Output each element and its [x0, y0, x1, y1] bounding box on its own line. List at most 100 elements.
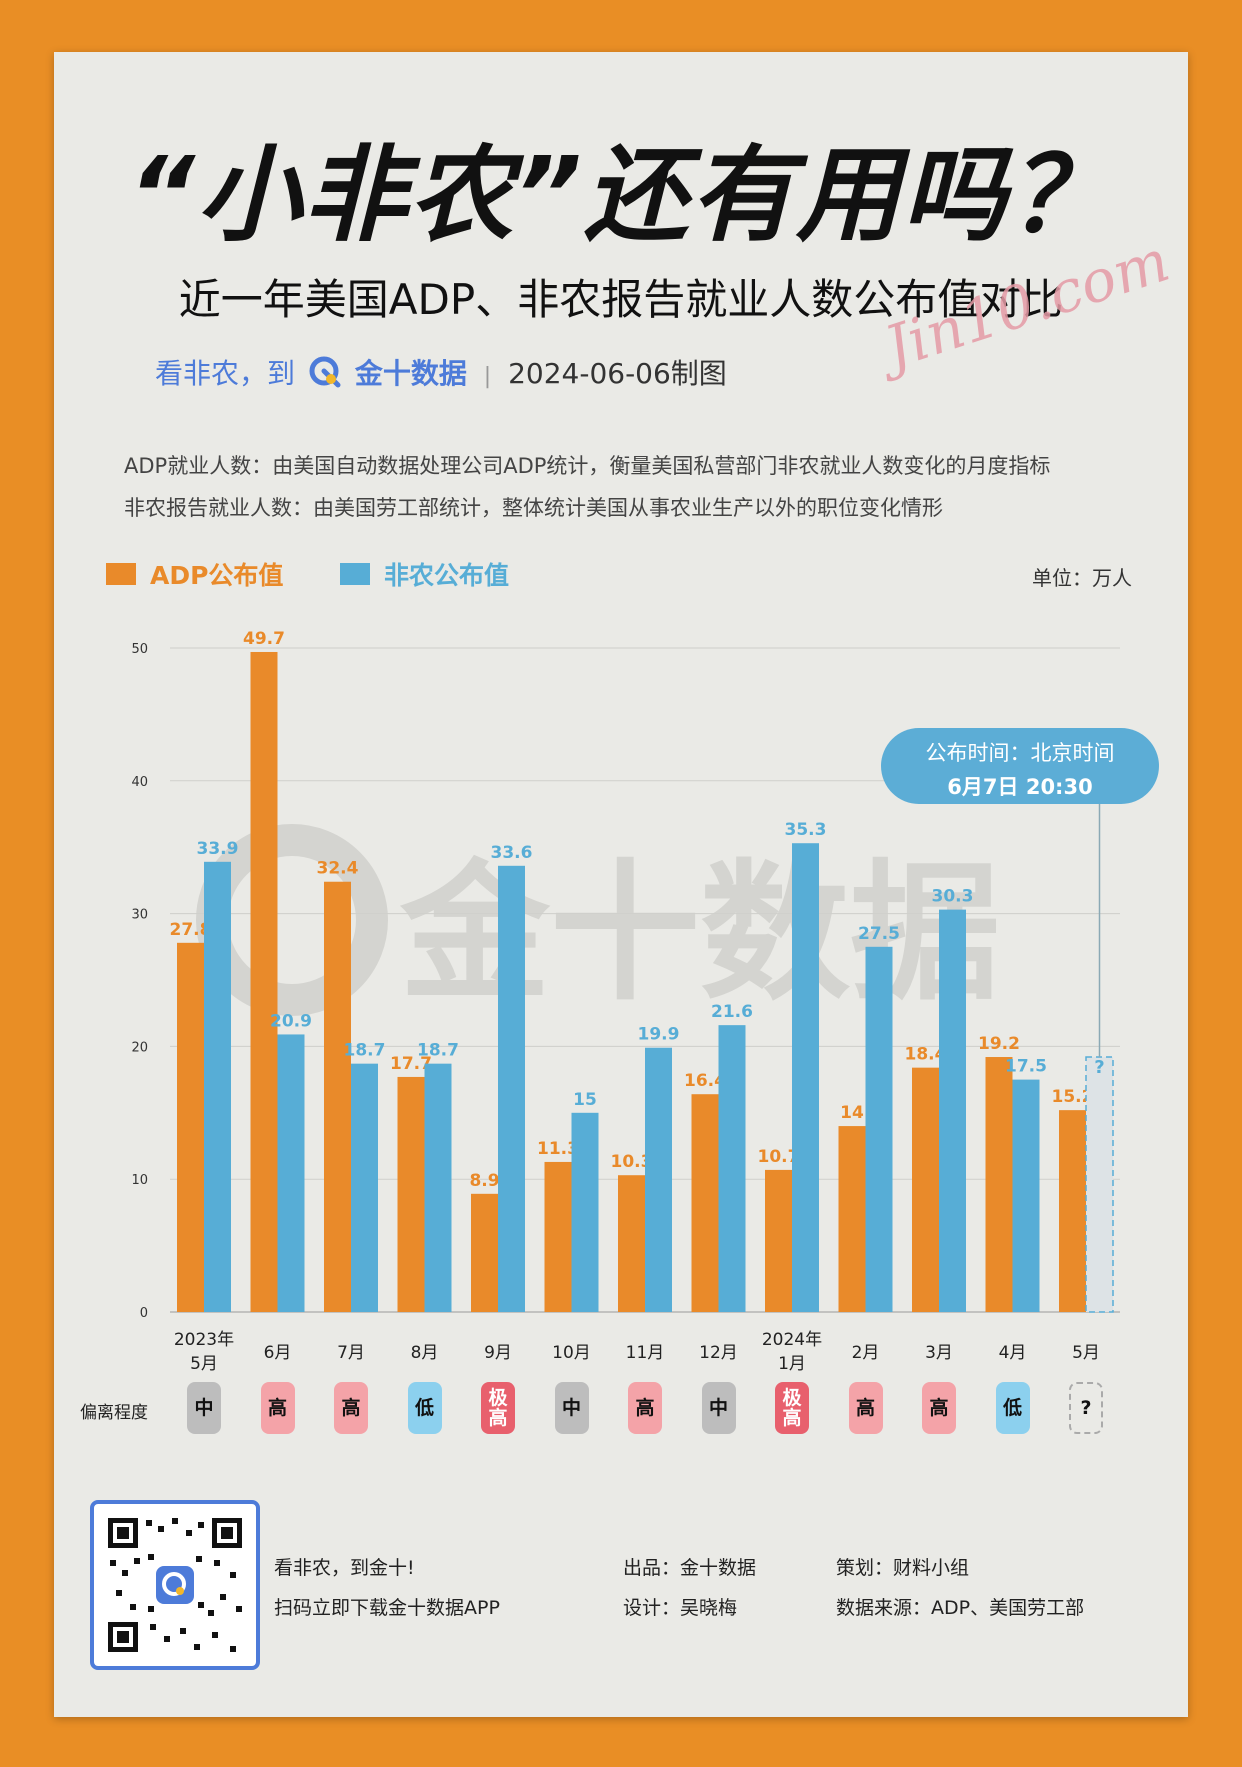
bar-nfp — [498, 865, 525, 1312]
unit-label: 单位：万人 — [1032, 566, 1132, 590]
bar-nfp — [718, 1025, 746, 1312]
brand-name: 金十数据 — [354, 357, 467, 390]
bar-adp — [177, 942, 204, 1312]
bar-nfp — [645, 1047, 672, 1312]
data-label-nfp: 18.7 — [417, 1041, 459, 1061]
bar-adp — [397, 1076, 425, 1312]
watermark-text: 金十数据 — [399, 847, 1000, 1021]
bar-adp — [1059, 1110, 1086, 1312]
bar-adp — [250, 651, 278, 1312]
data-label-adp: 14 — [840, 1103, 864, 1123]
bar-adp — [691, 1094, 719, 1312]
brand-logo-icon — [308, 355, 342, 396]
y-tick-label: 20 — [131, 1040, 148, 1055]
bar-adp — [618, 1175, 645, 1312]
x-tick-label: 10月 — [552, 1343, 591, 1363]
footer-source: 数据来源：ADP、美国劳工部 — [836, 1597, 1085, 1619]
x-tick-label: 2023年 — [174, 1330, 234, 1350]
x-tick-label: 4月 — [999, 1343, 1027, 1363]
x-tick-label: 3月 — [925, 1343, 953, 1363]
deviation-badge: 中 — [187, 1382, 221, 1434]
page-subtitle: 近一年美国ADP、非农报告就业人数公布值对比 — [178, 275, 1064, 324]
bar-nfp — [1012, 1079, 1040, 1312]
data-label-adp: 18.4 — [905, 1045, 947, 1065]
x-tick-label: 2月 — [852, 1343, 880, 1363]
y-tick-label: 10 — [131, 1173, 148, 1188]
data-label-adp: 32.4 — [317, 859, 359, 879]
deviation-badge: 极 高 — [481, 1382, 515, 1434]
deviation-badge: 高 — [848, 1382, 883, 1434]
data-label-adp: 49.7 — [243, 629, 285, 649]
data-label-nfp: 17.5 — [1005, 1057, 1047, 1077]
data-label-nfp: 35.3 — [785, 820, 827, 840]
y-tick-label: 30 — [131, 908, 148, 923]
legend-adp-label: ADP公布值 — [150, 561, 284, 590]
deviation-badge: 中 — [701, 1382, 736, 1434]
x-tick-label: 9月 — [484, 1343, 512, 1363]
data-label-adp: 17.7 — [390, 1054, 432, 1074]
page-title: “小非农”还有用吗？ — [128, 134, 1114, 256]
data-label-nfp: 18.7 — [344, 1041, 386, 1061]
bar-nfp — [351, 1063, 378, 1312]
data-label-adp: 8.9 — [469, 1171, 499, 1191]
brand-line: 看非农，到 金十数据 | 2024-06-06制图 — [155, 352, 727, 396]
deviation-badge: 高 — [922, 1382, 956, 1434]
x-tick-label: 6月 — [264, 1343, 292, 1363]
x-tick-label: 1月 — [778, 1354, 806, 1374]
description-nfp: 非农报告就业人数：由美国劳工部统计，整体统计美国从事农业生产以外的职位变化情形 — [124, 496, 943, 520]
poster-paper — [54, 52, 1188, 1717]
bar-nfp-pending — [1085, 1056, 1114, 1313]
y-tick-label: 40 — [131, 775, 148, 790]
data-label-adp: 27.8 — [170, 920, 212, 940]
footer-slogan-1: 看非农，到金十! — [274, 1557, 415, 1579]
bar-adp — [471, 1193, 498, 1312]
data-label-adp: 10.3 — [611, 1152, 653, 1172]
bar-nfp — [277, 1034, 305, 1312]
deviation-badge: ? — [1069, 1382, 1103, 1434]
deviation-badge: 极 高 — [775, 1382, 809, 1434]
y-tick-label: 50 — [131, 642, 148, 657]
release-time-callout: 公布时间：北京时间 6月7日 20:30 — [881, 728, 1159, 804]
legend-nfp-swatch — [340, 563, 370, 585]
data-label-nfp: 19.9 — [638, 1025, 680, 1045]
deviation-label: 偏离程度 — [80, 1403, 148, 1423]
bar-nfp — [792, 843, 819, 1312]
footer-slogan-2: 扫码立即下载金十数据APP — [274, 1597, 500, 1619]
footer-planner: 策划：财料小组 — [836, 1557, 970, 1579]
x-tick-label: 11月 — [626, 1343, 665, 1363]
x-tick-label: 7月 — [337, 1343, 365, 1363]
footer-designer: 设计：吴晓梅 — [623, 1597, 738, 1619]
legend-adp: ADP公布值 — [106, 556, 283, 592]
bar-nfp — [865, 946, 893, 1312]
deviation-badge: 高 — [334, 1382, 368, 1434]
data-label-nfp: 27.5 — [858, 924, 900, 944]
data-label-nfp: 21.6 — [711, 1002, 753, 1022]
bar-nfp — [571, 1112, 599, 1312]
bar-adp — [985, 1057, 1013, 1312]
legend-nfp-label: 非农公布值 — [384, 561, 510, 590]
pending-label: ? — [1094, 1057, 1104, 1078]
data-label-adp: 11.3 — [537, 1139, 579, 1159]
legend-adp-swatch — [106, 563, 136, 585]
brand-divider: | — [483, 364, 492, 389]
deviation-badge: 高 — [628, 1382, 662, 1434]
x-tick-label: 5月 — [190, 1354, 218, 1374]
data-label-nfp: 20.9 — [270, 1011, 312, 1031]
description-adp: ADP就业人数：由美国自动数据处理公司ADP统计，衡量美国私营部门非农就业人数变… — [124, 454, 1051, 478]
bar-nfp — [424, 1063, 452, 1312]
data-label-nfp: 15 — [573, 1090, 597, 1110]
deviation-badge: 高 — [260, 1382, 295, 1434]
bar-adp — [544, 1161, 572, 1312]
brand-slogan: 看非农，到 — [155, 357, 296, 390]
y-tick-label: 0 — [140, 1306, 148, 1321]
data-label-adp: 15.2 — [1052, 1087, 1094, 1107]
qr-code[interactable] — [90, 1500, 260, 1670]
publish-date: 2024-06-06制图 — [508, 357, 727, 390]
data-label-nfp: 33.6 — [491, 843, 533, 863]
data-label-adp: 19.2 — [978, 1034, 1020, 1054]
callout-line1: 公布时间：北京时间 — [925, 741, 1115, 765]
deviation-badge: 低 — [407, 1382, 442, 1434]
bar-adp — [838, 1126, 866, 1312]
x-tick-label: 2024年 — [762, 1330, 822, 1350]
